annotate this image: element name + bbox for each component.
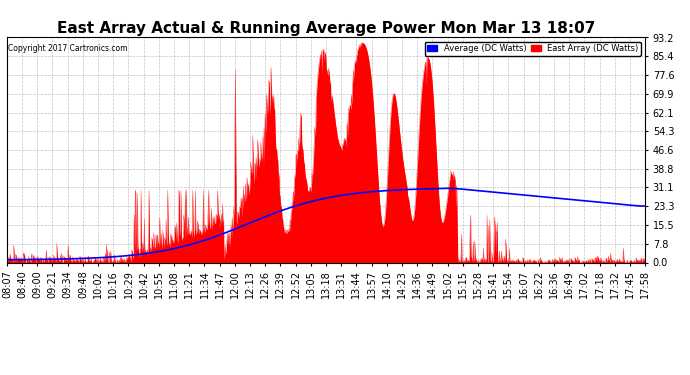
Text: Copyright 2017 Cartronics.com: Copyright 2017 Cartronics.com [8, 44, 127, 53]
Legend: Average (DC Watts), East Array (DC Watts): Average (DC Watts), East Array (DC Watts… [424, 42, 641, 56]
Title: East Array Actual & Running Average Power Mon Mar 13 18:07: East Array Actual & Running Average Powe… [57, 21, 595, 36]
